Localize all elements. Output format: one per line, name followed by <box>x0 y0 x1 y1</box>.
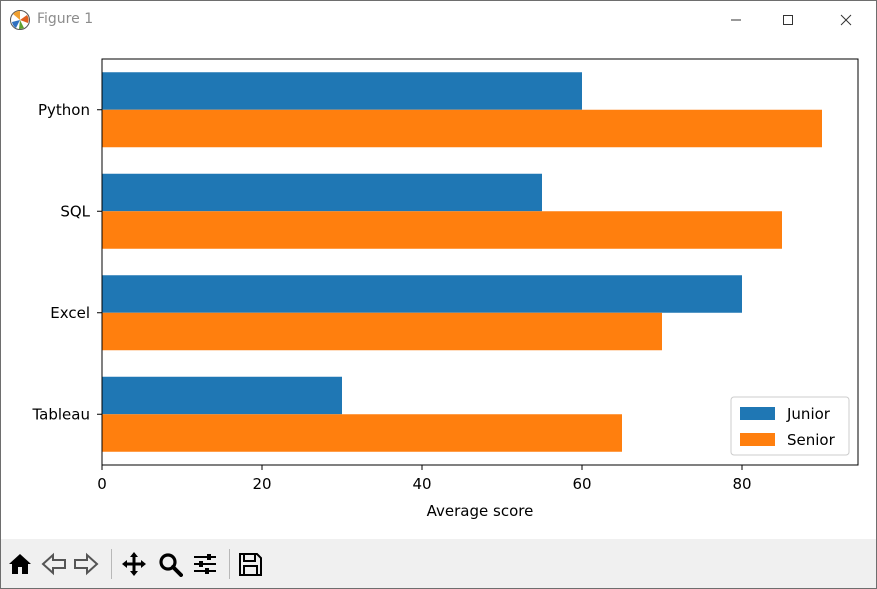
bar-senior-tableau <box>102 414 622 452</box>
home-button[interactable] <box>5 549 35 579</box>
legend-swatch-senior <box>740 433 775 446</box>
legend-label-junior: Junior <box>786 405 831 423</box>
x-tick-label: 0 <box>97 475 107 493</box>
title-bar: Figure 1 <box>1 1 876 38</box>
y-tick-label: Tableau <box>32 405 91 423</box>
legend-label-senior: Senior <box>787 431 836 449</box>
axes-frame <box>101 58 859 466</box>
pan-button[interactable] <box>119 549 149 579</box>
configure-subplots-button[interactable] <box>190 549 220 579</box>
pan-icon <box>122 552 146 576</box>
y-tick-label: SQL <box>60 202 90 220</box>
back-button[interactable] <box>39 549 69 579</box>
window-title: Figure 1 <box>37 11 94 27</box>
toolbar-separator <box>111 549 112 579</box>
x-tick-label: 40 <box>412 475 431 493</box>
bar-junior-sql <box>102 173 542 212</box>
bar-senior-excel <box>102 312 662 351</box>
bar-junior-python <box>102 72 582 110</box>
save-icon <box>239 553 262 576</box>
x-axis: 0 20 40 60 80 <box>97 465 752 493</box>
navigation-toolbar <box>1 539 876 588</box>
x-tick-label: 20 <box>252 475 271 493</box>
bars-group <box>102 72 822 452</box>
configure-subplots-icon <box>194 554 216 574</box>
close-icon <box>840 14 852 26</box>
matplotlib-app-icon <box>9 9 31 31</box>
plot-area: Python SQL Excel Tableau 0 20 40 60 80 Average … <box>1 38 876 538</box>
zoom-button[interactable] <box>155 549 185 579</box>
back-icon <box>41 552 66 576</box>
bar-junior-excel <box>102 275 742 313</box>
maximize-button[interactable] <box>765 1 811 38</box>
forward-icon <box>74 552 99 576</box>
forward-button[interactable] <box>71 549 101 579</box>
x-axis-label: Average score <box>427 502 534 520</box>
minimize-button[interactable] <box>713 1 759 38</box>
x-tick-label: 60 <box>572 475 591 493</box>
legend-swatch-junior <box>740 407 775 420</box>
y-tick-label: Python <box>38 101 90 119</box>
legend: Junior Senior <box>730 396 850 456</box>
bar-chart: Python SQL Excel Tableau 0 20 40 60 80 Average … <box>32 58 859 520</box>
home-icon <box>9 554 31 574</box>
save-button[interactable] <box>235 549 265 579</box>
minimize-icon <box>731 19 741 21</box>
toolbar-separator <box>229 549 230 579</box>
maximize-icon <box>783 15 793 25</box>
y-axis: Python SQL Excel Tableau <box>32 101 102 423</box>
zoom-icon <box>159 553 183 577</box>
bar-senior-sql <box>102 211 782 249</box>
bar-junior-tableau <box>102 376 342 415</box>
x-tick-label: 80 <box>732 475 751 493</box>
y-tick-label: Excel <box>50 304 90 322</box>
bar-senior-python <box>102 109 822 148</box>
close-button[interactable] <box>823 1 869 38</box>
